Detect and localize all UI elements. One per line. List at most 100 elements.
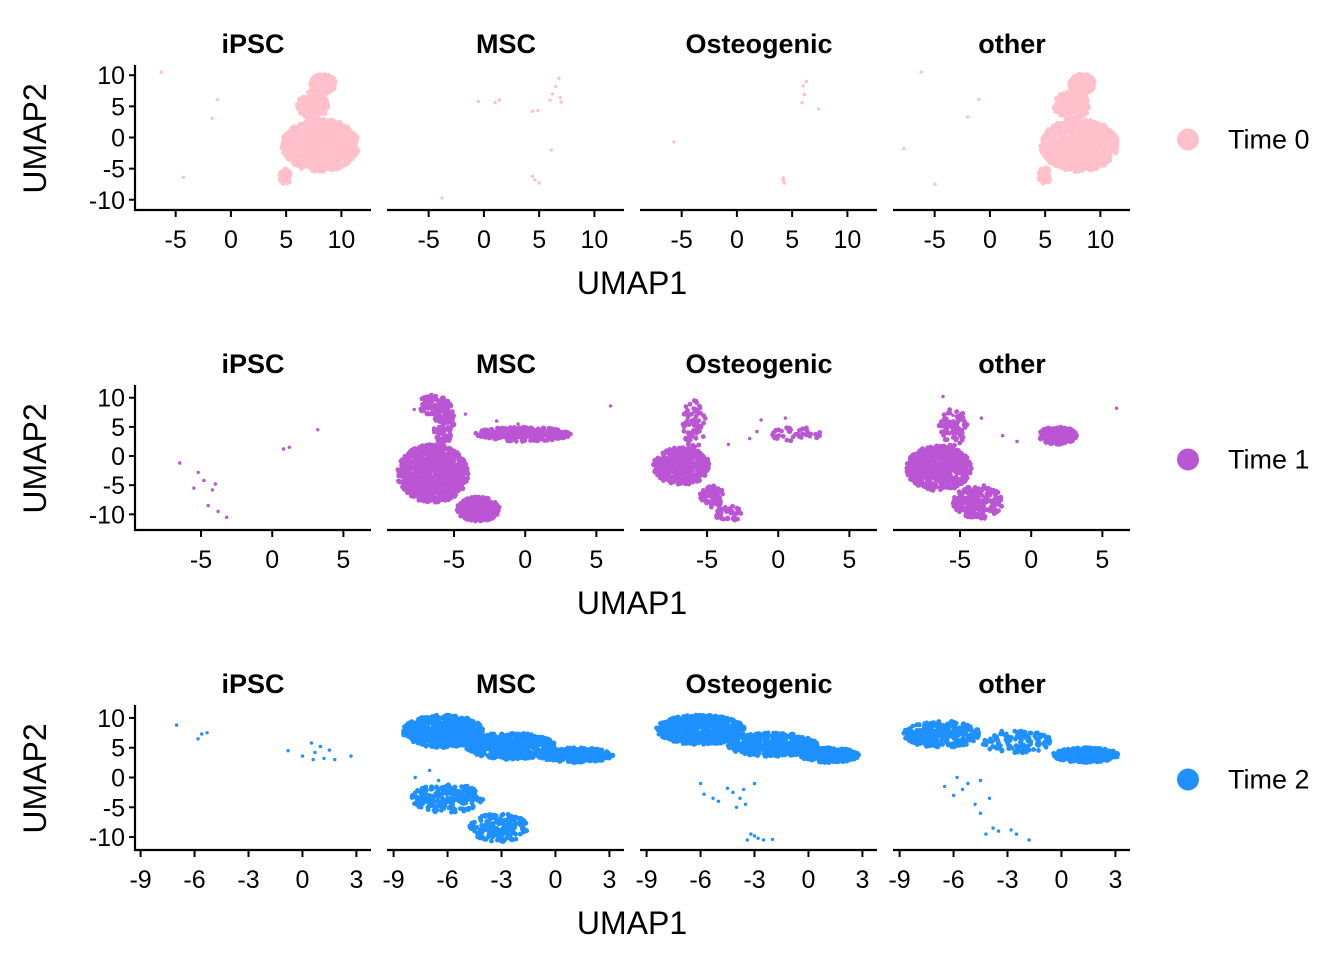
data-point (322, 75, 328, 81)
data-point (312, 79, 318, 85)
data-point (408, 449, 414, 454)
data-point (436, 492, 442, 498)
data-point (504, 430, 510, 435)
data-point (1048, 153, 1054, 159)
data-point (324, 90, 330, 95)
data-point (1071, 93, 1077, 99)
x-tick-label: 5 (589, 546, 603, 574)
data-point (302, 143, 307, 149)
x-tick-label: 0 (518, 546, 532, 574)
data-point (403, 458, 408, 464)
data-point (517, 432, 523, 438)
data-point (404, 478, 409, 484)
data-point (445, 487, 450, 493)
data-point (441, 492, 446, 497)
data-point (329, 133, 335, 138)
data-point (558, 95, 562, 100)
data-point (295, 125, 301, 131)
data-point (1075, 79, 1080, 84)
data-point (417, 444, 422, 450)
y-axis-title: UMAP2 (17, 403, 53, 513)
data-point (1090, 167, 1096, 173)
data-point (299, 162, 305, 168)
data-point (1055, 153, 1061, 158)
data-point (1071, 148, 1077, 154)
point-cloud (440, 76, 563, 200)
data-point (1114, 138, 1120, 144)
x-tick-label: 0 (477, 226, 491, 254)
data-point (551, 429, 557, 434)
x-tick-label: 5 (279, 226, 293, 254)
data-point (534, 428, 540, 433)
data-point (294, 160, 300, 166)
data-point (283, 147, 288, 153)
data-point (425, 488, 431, 493)
data-point (283, 151, 289, 157)
data-point (213, 482, 217, 486)
data-point (802, 92, 806, 97)
data-point (354, 149, 359, 155)
data-point (488, 513, 494, 519)
data-point (339, 127, 345, 133)
facet-panel-iPSC: iPSC-5 0 5 10 (134, 29, 371, 254)
data-point (289, 147, 294, 153)
data-point (505, 438, 511, 444)
data-point (297, 104, 303, 109)
data-point (1102, 123, 1107, 129)
data-point (480, 428, 486, 434)
data-point (481, 498, 487, 503)
data-point (782, 181, 787, 185)
data-point (1088, 129, 1094, 134)
data-point (1050, 140, 1056, 146)
data-point (1065, 89, 1070, 95)
data-point (1051, 149, 1057, 155)
data-point (319, 82, 324, 88)
data-point (302, 109, 308, 114)
data-point (1073, 105, 1079, 111)
data-point (1081, 121, 1087, 127)
data-point (431, 462, 436, 467)
data-point (1060, 125, 1066, 131)
data-point (281, 135, 286, 141)
data-point (426, 472, 432, 478)
data-point (491, 431, 497, 437)
data-point (316, 148, 321, 154)
data-point (317, 107, 322, 113)
data-point (512, 437, 518, 443)
data-point (286, 174, 291, 180)
data-point (338, 150, 343, 156)
data-point (413, 465, 419, 471)
data-point (446, 466, 452, 471)
data-point (497, 98, 502, 102)
data-point (302, 151, 308, 157)
data-point (1068, 103, 1074, 109)
y-tick-label: 5 (111, 93, 125, 121)
data-point (277, 173, 283, 178)
data-point (416, 476, 422, 482)
data-point (539, 432, 545, 438)
data-point (1095, 160, 1100, 165)
data-point (334, 122, 340, 128)
data-point (1084, 98, 1089, 104)
x-axis-title: UMAP1 (577, 265, 687, 301)
data-point (312, 163, 318, 169)
data-point (1103, 158, 1109, 164)
facet-title: iPSC (221, 29, 284, 59)
data-point (437, 450, 442, 456)
data-point (489, 426, 494, 432)
data-point (455, 509, 461, 515)
data-point (424, 394, 429, 400)
data-point (419, 485, 425, 491)
data-point (1086, 166, 1092, 172)
data-point (436, 461, 442, 466)
data-point (297, 154, 303, 160)
data-point (977, 97, 981, 102)
data-point (1079, 98, 1085, 104)
data-point (210, 488, 215, 492)
data-point (1094, 166, 1100, 171)
facet-panel-MSC: MSC-5 0 5 10 (387, 29, 624, 254)
data-point (446, 461, 452, 467)
data-point (330, 77, 336, 83)
data-point (781, 176, 785, 180)
